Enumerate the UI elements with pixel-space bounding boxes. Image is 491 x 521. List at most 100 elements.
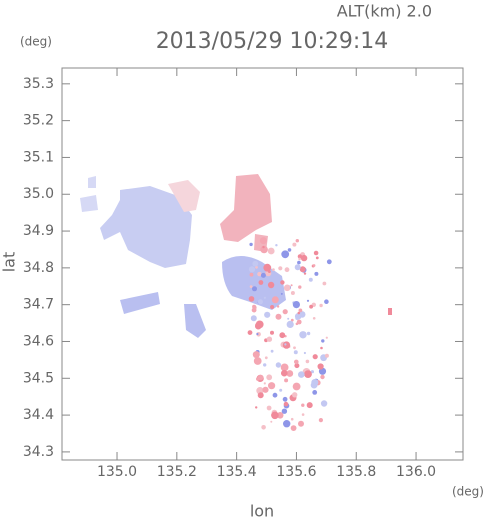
echo-dot xyxy=(267,281,275,289)
echo-dot xyxy=(325,336,328,339)
echo-region xyxy=(184,304,206,338)
echo-dot xyxy=(292,242,297,247)
echo-dot xyxy=(310,381,318,389)
echo-dot xyxy=(299,331,307,339)
echo-dot xyxy=(312,317,316,320)
echo-dot xyxy=(263,363,267,367)
echo-dot xyxy=(297,260,301,265)
echo-region xyxy=(100,186,192,268)
echo-dot xyxy=(286,320,294,328)
echo-dot xyxy=(272,392,278,398)
echo-dot xyxy=(324,353,329,358)
echo-dot xyxy=(282,396,288,402)
echo-dot xyxy=(276,305,280,308)
altitude-note: ALT(km) 2.0 xyxy=(337,2,432,21)
echo-dot xyxy=(282,341,291,349)
y-unit: (deg) xyxy=(20,35,52,49)
echo-dot xyxy=(283,284,291,292)
echo-dot xyxy=(286,370,294,377)
x-unit: (deg) xyxy=(452,485,484,499)
echo-dot xyxy=(297,311,301,315)
echo-dot xyxy=(253,357,262,365)
echo-dot xyxy=(306,331,311,336)
y-tick-label: 35.2 xyxy=(23,113,54,129)
echo-dot xyxy=(266,405,272,411)
echo-dot xyxy=(320,400,328,407)
echo-dot xyxy=(298,257,301,261)
chart-title: 2013/05/29 10:29:14 xyxy=(156,29,389,54)
echo-dot xyxy=(303,272,307,275)
echo-dot xyxy=(284,378,289,383)
echo-dot xyxy=(255,322,260,328)
echo-dot xyxy=(250,315,257,322)
echo-dot xyxy=(263,296,266,299)
echo-dot xyxy=(310,370,314,374)
y-tick-label: 34.5 xyxy=(23,370,54,386)
echo-dot xyxy=(252,304,257,309)
echo-dot xyxy=(298,285,302,289)
echo-dot xyxy=(301,413,305,416)
echo-dot xyxy=(264,356,268,360)
echo-dot xyxy=(280,292,283,295)
x-tick-label: 135.8 xyxy=(336,464,376,480)
y-tick-label: 34.4 xyxy=(23,407,54,423)
echo-dot xyxy=(271,296,279,304)
echo-dot xyxy=(326,259,332,265)
echo-dot xyxy=(257,299,263,305)
y-tick-label: 35.3 xyxy=(23,76,54,92)
echo-region xyxy=(168,180,200,212)
echo-dot xyxy=(258,280,264,285)
x-tick-label: 135.0 xyxy=(97,464,137,480)
echo-dot xyxy=(322,281,327,286)
echo-dot xyxy=(287,248,292,252)
echo-dot xyxy=(292,382,301,391)
echo-dot xyxy=(283,401,289,407)
echo-dot xyxy=(292,301,300,309)
y-tick-label: 34.6 xyxy=(23,333,54,349)
echo-dot xyxy=(281,250,290,259)
echo-dot xyxy=(257,392,264,399)
echo-dot xyxy=(300,254,308,262)
echo-dot xyxy=(294,264,301,271)
echo-dot xyxy=(281,408,288,414)
radar-echoes xyxy=(80,174,392,431)
echo-dot xyxy=(293,346,296,350)
echo-dot xyxy=(272,268,275,271)
echo-dot xyxy=(318,418,323,423)
echo-dot xyxy=(270,420,273,423)
x-tick-label: 135.2 xyxy=(157,464,197,480)
echo-dot xyxy=(306,299,310,302)
echo-dot xyxy=(301,403,305,407)
echo-dot xyxy=(251,307,257,313)
plot-frame xyxy=(61,67,464,461)
echo-dot xyxy=(271,411,279,420)
echo-dot xyxy=(280,363,289,372)
echo-dot xyxy=(306,402,313,409)
echo-dot xyxy=(263,263,272,272)
echo-dot xyxy=(298,420,304,427)
echo-dot xyxy=(279,388,283,392)
echo-dot xyxy=(252,286,257,292)
echo-dot xyxy=(294,363,300,369)
y-axis-label: lat xyxy=(0,252,19,273)
echo-dot xyxy=(252,260,259,267)
echo-region xyxy=(220,174,272,242)
echo-dot xyxy=(293,350,298,355)
y-tick-label: 34.9 xyxy=(23,223,54,239)
echo-dot xyxy=(290,291,295,295)
echo-dot xyxy=(315,256,319,260)
echo-dot xyxy=(294,359,299,365)
echo-dot xyxy=(255,406,258,409)
echo-dot xyxy=(276,412,284,419)
echo-dot xyxy=(290,284,293,287)
echo-dot xyxy=(319,303,323,308)
echo-dot xyxy=(290,318,294,322)
x-tick-label: 136.0 xyxy=(396,464,436,480)
echo-dot xyxy=(314,271,319,276)
echo-dot xyxy=(278,266,283,271)
echo-region xyxy=(80,195,98,212)
echo-dot xyxy=(290,425,297,431)
x-tick-label: 135.6 xyxy=(276,464,316,480)
echo-dot xyxy=(292,392,298,398)
